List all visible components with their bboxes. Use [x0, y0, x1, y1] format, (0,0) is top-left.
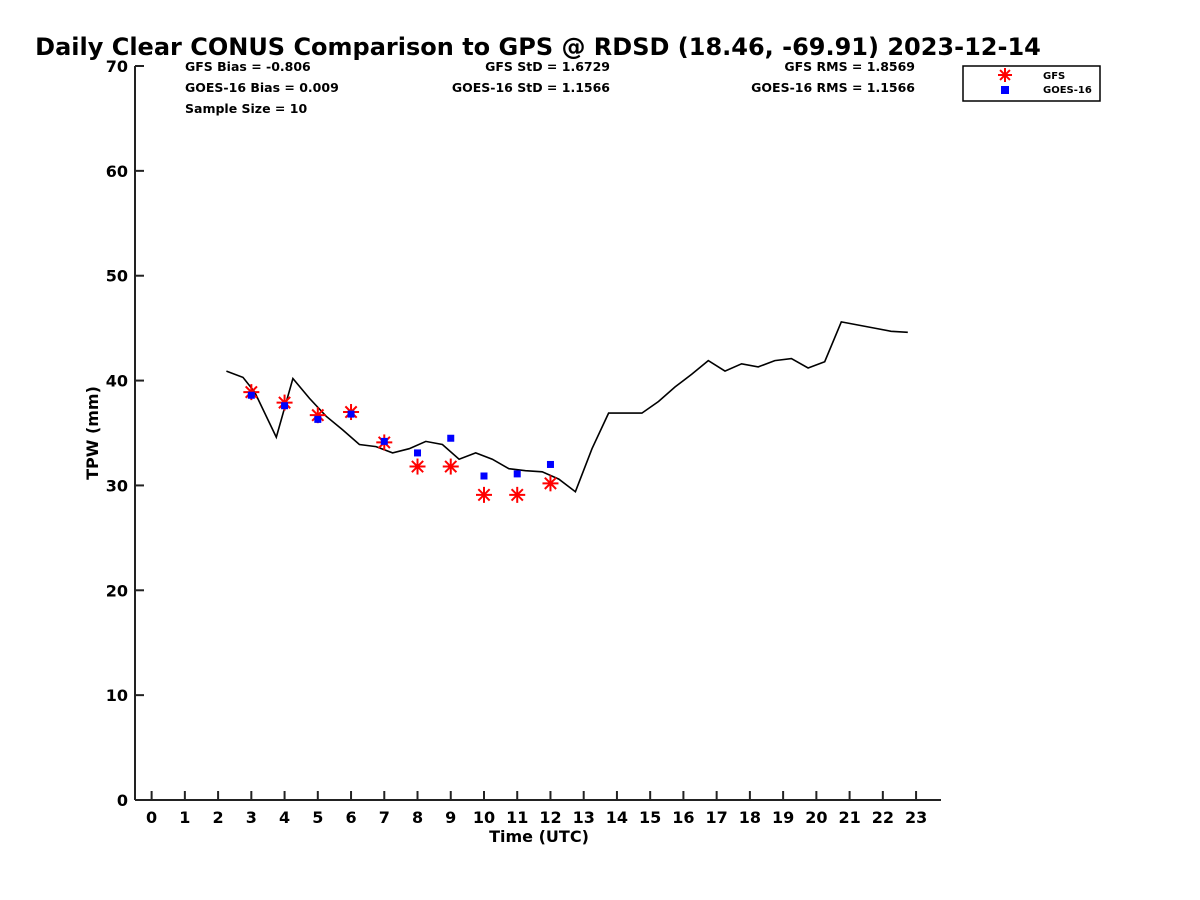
gps-line [226, 320, 908, 493]
x-tick-label: 8 [412, 808, 423, 827]
goes16-point [513, 470, 521, 478]
goes16-point [347, 410, 355, 418]
x-tick-label: 15 [639, 808, 661, 827]
gfs-point [442, 458, 459, 475]
goes16-point [314, 415, 322, 423]
gfs-point [409, 458, 426, 475]
legend-gfs-label: GFS [1043, 71, 1065, 82]
goes16-point [414, 449, 422, 457]
x-tick-label: 14 [606, 808, 628, 827]
x-tick-label: 5 [312, 808, 323, 827]
gfs-rms-stat: GFS RMS = 1.8569 [784, 59, 915, 74]
legend-gfs-marker [998, 68, 1012, 82]
legend: GFS GOES-16 [962, 65, 1101, 102]
y-tick-label: 0 [117, 791, 128, 810]
x-axis-label: Time (UTC) [489, 827, 589, 846]
x-tick-label: 12 [539, 808, 561, 827]
y-tick-label: 10 [106, 686, 128, 705]
x-tick-label: 4 [279, 808, 290, 827]
gfs-bias-stat: GFS Bias = -0.806 [185, 59, 311, 74]
x-tick-label: 21 [838, 808, 860, 827]
x-tick-label: 19 [772, 808, 794, 827]
chart-title: Daily Clear CONUS Comparison to GPS @ RD… [35, 33, 1041, 61]
y-tick-label: 60 [106, 162, 128, 181]
gfs-std-stat: GFS StD = 1.6729 [485, 59, 610, 74]
plot-area [226, 320, 908, 503]
y-axis-label: TPW (mm) [83, 386, 102, 480]
x-tick-label: 2 [213, 808, 224, 827]
goes16-point [281, 402, 289, 410]
y-tick-label: 40 [106, 372, 128, 391]
x-tick-label: 11 [506, 808, 528, 827]
legend-goes-marker [1001, 86, 1009, 94]
x-tick-label: 22 [872, 808, 894, 827]
x-tick-label: 3 [246, 808, 257, 827]
y-tick-label: 70 [106, 57, 128, 76]
y-tick-label: 30 [106, 476, 128, 495]
x-tick-label: 7 [379, 808, 390, 827]
goes-std-stat: GOES-16 StD = 1.1566 [452, 80, 610, 95]
legend-goes-label: GOES-16 [1043, 85, 1092, 96]
legend-box [962, 65, 1101, 102]
x-tick-label: 16 [672, 808, 694, 827]
x-tick-label: 6 [345, 808, 356, 827]
x-tick-label: 23 [905, 808, 927, 827]
goes16-point [546, 460, 554, 468]
gfs-point [475, 486, 492, 503]
gfs-point [509, 486, 526, 503]
x-tick-label: 20 [805, 808, 827, 827]
goes16-point [380, 437, 388, 445]
goes16-point [480, 472, 488, 480]
goes-rms-stat: GOES-16 RMS = 1.1566 [751, 80, 915, 95]
x-tick-label: 9 [445, 808, 456, 827]
x-tick-label: 17 [706, 808, 728, 827]
y-tick-label: 20 [106, 581, 128, 600]
x-tick-label: 18 [739, 808, 761, 827]
x-tick-label: 1 [179, 808, 190, 827]
y-tick-label: 50 [106, 267, 128, 286]
x-tick-label: 0 [146, 808, 157, 827]
sample-size-stat: Sample Size = 10 [185, 101, 307, 116]
x-tick-label: 13 [573, 808, 595, 827]
legend-gfs-asterisk [998, 68, 1012, 82]
gfs-point [542, 475, 559, 492]
goes16-point [247, 391, 255, 399]
goes16-point [447, 434, 455, 442]
goes-bias-stat: GOES-16 Bias = 0.009 [185, 80, 339, 95]
x-tick-label: 10 [473, 808, 495, 827]
